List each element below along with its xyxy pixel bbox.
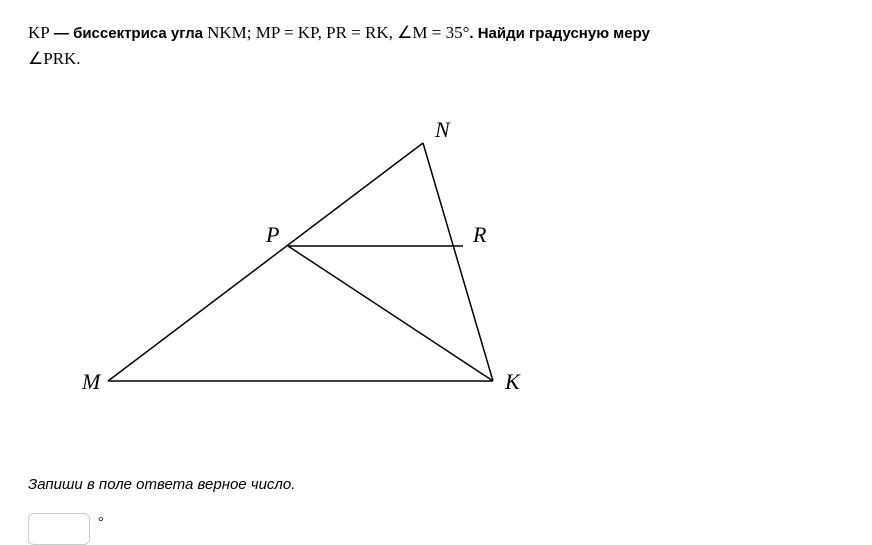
math-angle-prk: ∠PRK.: [28, 49, 81, 68]
text-find: . Найди градусную меру: [469, 25, 650, 42]
svg-text:M: M: [81, 369, 102, 394]
math-kp: KP: [28, 23, 50, 42]
problem-statement: KP — биссектриса угла NKM; MP = KP, PR =…: [28, 20, 844, 71]
answer-input[interactable]: [28, 513, 90, 545]
svg-text:P: P: [265, 222, 279, 247]
math-conditions: NKM; MP = KP, PR = RK, ∠M = 35°: [207, 23, 469, 42]
svg-text:N: N: [434, 117, 451, 142]
text-bisector: — биссектриса угла: [50, 25, 207, 42]
svg-text:K: K: [504, 369, 521, 394]
degree-symbol: °: [98, 515, 104, 531]
answer-row: °: [28, 513, 844, 545]
geometry-diagram: N P R M K: [68, 106, 844, 431]
svg-text:R: R: [472, 222, 487, 247]
triangle-diagram-svg: N P R M K: [68, 106, 548, 426]
instruction-text: Запиши в поле ответа верное число.: [28, 476, 844, 493]
